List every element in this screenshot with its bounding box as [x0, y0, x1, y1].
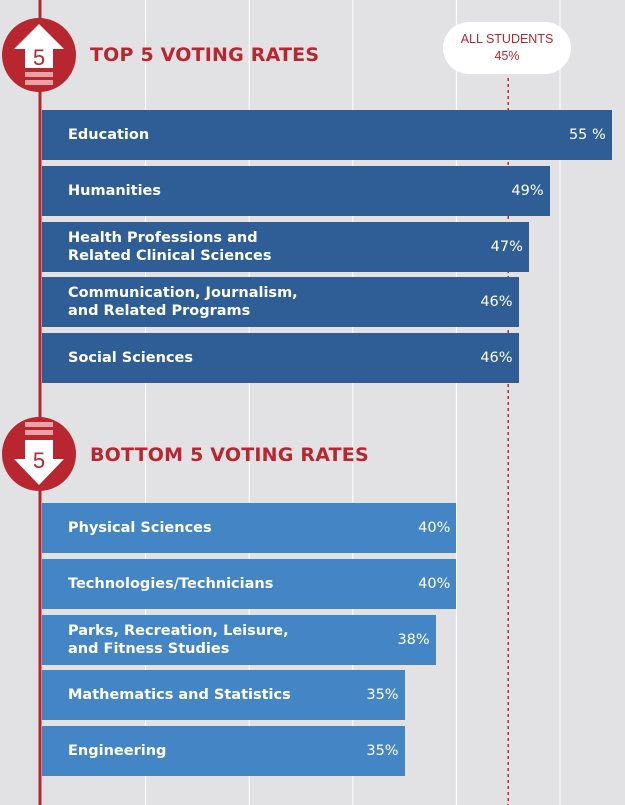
bar-category-label: Technologies/Technicians [68, 575, 274, 592]
bar-category-label: Engineering [68, 743, 167, 760]
down-arrow-5-icon: 5 [2, 417, 76, 491]
bottom-bar: Technologies/Technicians 40% [42, 558, 457, 609]
bottom-bar: Parks, Recreation, Leisure, and Fitness … [42, 614, 436, 665]
top-bar: Health Professions and Related Clinical … [42, 221, 529, 272]
bar-value-label: 46% [480, 294, 513, 311]
bar-category-label: Mathematics and Statistics [68, 687, 291, 704]
bar-value-label: 38% [397, 631, 430, 648]
top-bar: Education 55 % [42, 110, 612, 160]
top-bar: Humanities 49% [42, 165, 550, 216]
bar-value-label: 49% [511, 182, 544, 199]
all-students-callout: ALL STUDENTS 45% [443, 22, 571, 74]
bottom-bar: Physical Sciences 40% [42, 503, 457, 553]
bar-value-label: 35% [366, 687, 399, 704]
bar-value-label: 35% [366, 743, 399, 760]
bar-category-label: Health Professions and Related Clinical … [68, 229, 272, 264]
bar-value-label: 55 % [568, 127, 606, 143]
bottom-section-title: BOTTOM 5 VOTING RATES [90, 444, 369, 466]
top-icon-digit: 5 [33, 45, 45, 70]
bar-value-label: 46% [480, 350, 513, 367]
bar-category-label: Humanities [68, 182, 162, 199]
bar-value-label: 40% [418, 520, 451, 536]
bar-category-label: Communication, Journalism, and Related P… [68, 285, 298, 320]
bar-value-label: 40% [418, 575, 451, 592]
top-bar: Social Sciences 46% [42, 333, 519, 384]
bottom-bar: Mathematics and Statistics 35% [42, 670, 405, 721]
bar-category-label: Social Sciences [68, 350, 193, 367]
bar-category-label: Parks, Recreation, Leisure, and Fitness … [68, 622, 289, 657]
up-arrow-5-icon: 5 [2, 18, 76, 92]
all-students-label: ALL STUDENTS [460, 32, 554, 46]
bar-category-label: Education [68, 127, 150, 143]
bar-value-label: 47% [490, 238, 523, 255]
bar-category-label: Physical Sciences [68, 520, 212, 536]
top-bar: Communication, Journalism, and Related P… [42, 277, 519, 328]
bottom-icon-digit: 5 [33, 448, 45, 473]
bottom-bar: Engineering 35% [42, 726, 405, 777]
top-section-title: TOP 5 VOTING RATES [90, 44, 320, 66]
all-students-value: 45% [494, 49, 520, 63]
